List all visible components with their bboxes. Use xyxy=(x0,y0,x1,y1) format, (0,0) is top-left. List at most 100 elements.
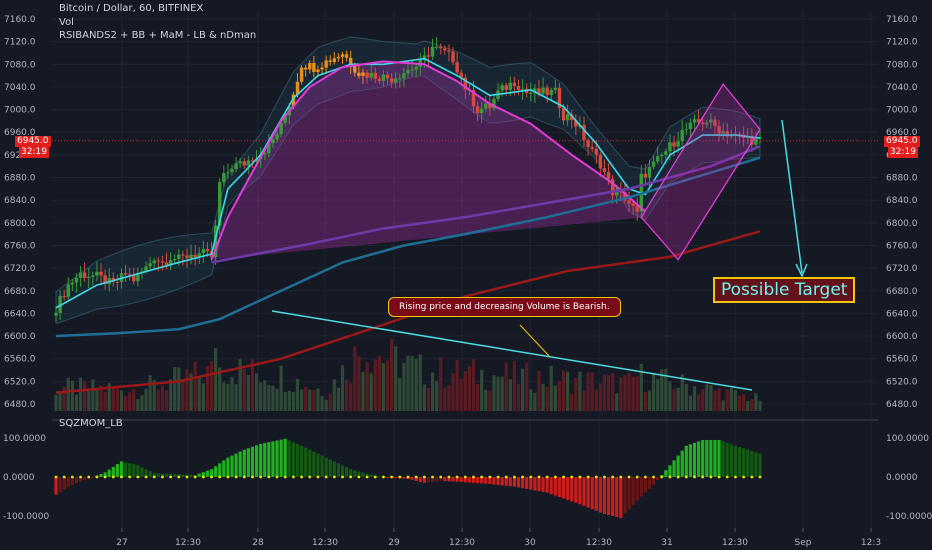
momentum-bar xyxy=(62,477,66,490)
squeeze-dot xyxy=(570,475,574,479)
candle-body xyxy=(172,259,177,261)
volume-bar xyxy=(58,391,62,411)
momentum-bar xyxy=(78,477,83,482)
candle-body xyxy=(746,137,750,139)
candle-body xyxy=(676,141,680,147)
candle-body xyxy=(422,55,427,60)
momentum-bar xyxy=(533,477,537,491)
volume-bar xyxy=(402,362,406,411)
candle-body xyxy=(234,163,238,170)
volume-bar xyxy=(439,357,443,411)
candle-body xyxy=(402,73,406,79)
squeeze-dot xyxy=(447,475,451,479)
candle-body xyxy=(87,276,91,278)
candle-body xyxy=(74,278,79,283)
indicator-rsibands-label[interactable]: RSIBANDS2 + BB + MaM - LB & nDman xyxy=(59,30,257,41)
candle-body xyxy=(709,119,713,123)
momentum-bar xyxy=(688,444,693,477)
momentum-bar xyxy=(324,457,328,477)
momentum-bar xyxy=(594,477,598,511)
squeeze-dot xyxy=(136,475,140,479)
price-tick-label-right: 6600.0 xyxy=(886,332,918,342)
momentum-tick-label-right: 0.0000 xyxy=(886,473,918,483)
momentum-bar xyxy=(254,445,259,477)
momentum-bar xyxy=(647,477,652,489)
momentum-bar xyxy=(541,477,545,492)
volume-bar xyxy=(218,367,222,411)
candle-body xyxy=(66,284,70,298)
momentum-bar xyxy=(394,477,398,478)
volume-bar xyxy=(742,394,746,411)
volume-bar xyxy=(717,388,721,411)
candle-body xyxy=(115,281,120,283)
candle-body xyxy=(700,122,705,125)
squeeze-dot xyxy=(488,475,492,479)
volume-bar xyxy=(189,373,193,411)
indicator-vol-label[interactable]: Vol xyxy=(59,17,74,28)
squeeze-dot xyxy=(398,475,402,479)
volume-bar xyxy=(377,355,381,411)
volume-bar xyxy=(107,383,111,411)
candle-body xyxy=(181,254,185,256)
volume-note-callout[interactable]: Rising price and decreasing Volume is Be… xyxy=(388,297,621,317)
oscillator-title[interactable]: SQZMOM_LB xyxy=(59,418,123,429)
volume-bar xyxy=(209,361,214,411)
candle-body xyxy=(267,143,271,154)
volume-bar xyxy=(66,377,70,411)
drawing-tools[interactable] xyxy=(271,82,808,391)
price-tick-label-right: 7120.0 xyxy=(886,38,918,48)
candle-body xyxy=(164,262,169,265)
volume-bar xyxy=(205,366,210,411)
volume-bar xyxy=(349,382,353,411)
candle-body xyxy=(156,260,161,262)
volume-bars xyxy=(54,339,762,411)
candle-body xyxy=(103,275,107,285)
momentum-bar xyxy=(320,455,324,477)
possible-target-label[interactable]: Possible Target xyxy=(713,277,856,303)
volume-bar xyxy=(656,379,660,411)
candle-body xyxy=(299,67,304,82)
momentum-bar xyxy=(246,448,250,477)
candle-body xyxy=(230,169,234,173)
candle-body xyxy=(426,55,431,57)
price-tick-label-left: 6640.0 xyxy=(4,309,36,319)
volume-bar xyxy=(647,390,652,411)
momentum-bar xyxy=(263,443,267,477)
candle-body xyxy=(565,114,570,121)
candle-body xyxy=(328,60,332,62)
squeeze-dot xyxy=(521,475,525,479)
momentum-bar xyxy=(570,477,574,502)
candle-body xyxy=(725,131,729,137)
momentum-bar xyxy=(361,472,365,477)
volume-bar xyxy=(566,371,570,411)
volume-bar xyxy=(418,354,422,411)
volume-bar xyxy=(504,362,508,411)
volume-bar xyxy=(304,387,308,411)
momentum-bar xyxy=(160,473,165,477)
time-tick-label: 29 xyxy=(388,538,400,548)
candle-body xyxy=(275,134,279,140)
momentum-bar xyxy=(259,443,263,477)
price-tick-label-left: 6760.0 xyxy=(4,241,36,251)
candle-body xyxy=(627,200,631,204)
candle-body xyxy=(246,160,251,166)
squeeze-dot xyxy=(120,475,123,479)
momentum-bar xyxy=(566,477,570,500)
volume-bar xyxy=(234,384,238,411)
time-tick-label: 30 xyxy=(524,538,536,548)
momentum-bar xyxy=(345,467,349,477)
candle-body xyxy=(406,70,410,74)
momentum-bar xyxy=(99,473,103,477)
squeeze-dot xyxy=(660,475,664,479)
momentum-bar xyxy=(304,447,308,477)
volume-bar xyxy=(91,379,95,411)
price-tick-label-right: 7160.0 xyxy=(886,15,918,25)
momentum-bar xyxy=(467,477,471,483)
volume-bar xyxy=(619,377,623,411)
momentum-bar xyxy=(672,460,676,477)
candle-body xyxy=(238,161,242,164)
candle-body xyxy=(729,135,734,137)
momentum-bar xyxy=(484,477,488,484)
volume-bar xyxy=(627,372,631,411)
